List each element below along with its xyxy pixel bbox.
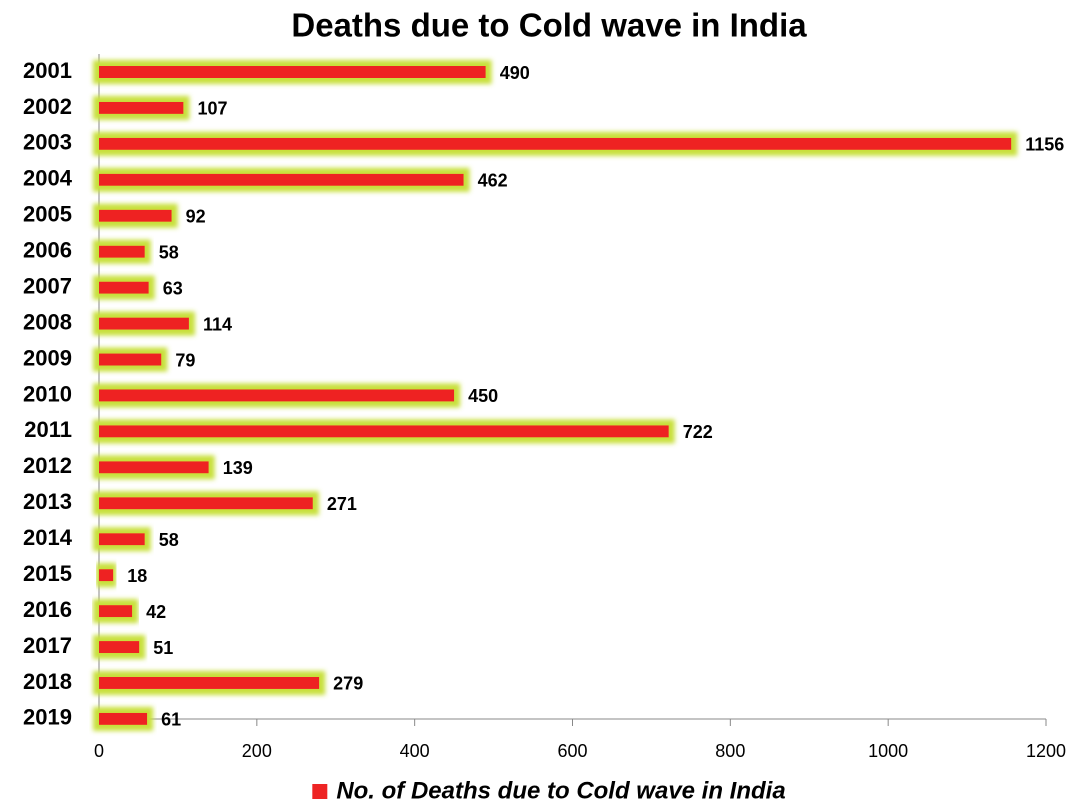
data-label: 63 <box>163 278 183 298</box>
bar <box>99 676 320 689</box>
chart-title: Deaths due to Cold wave in India <box>291 7 807 44</box>
y-tick-label: 2008 <box>23 309 72 334</box>
x-tick-label: 1000 <box>868 741 908 761</box>
data-label: 114 <box>203 314 232 334</box>
x-tick-label: 800 <box>715 741 745 761</box>
y-tick-label: 2004 <box>23 166 73 191</box>
x-tick-label: 200 <box>242 741 272 761</box>
data-label: 42 <box>146 602 166 622</box>
data-label: 107 <box>197 99 227 119</box>
data-label: 79 <box>175 350 195 370</box>
y-tick-label: 2010 <box>23 381 72 406</box>
bar <box>99 641 140 654</box>
y-tick-label: 2019 <box>23 705 72 730</box>
y-tick-label: 2018 <box>23 669 72 694</box>
bar <box>99 569 114 582</box>
data-label: 279 <box>333 674 363 694</box>
data-label: 61 <box>161 710 181 730</box>
bar <box>99 389 455 402</box>
data-label: 722 <box>683 422 713 442</box>
bar <box>99 281 149 294</box>
y-tick-label: 2007 <box>23 273 72 298</box>
x-tick-label: 1200 <box>1026 741 1066 761</box>
bar <box>99 173 464 186</box>
data-label: 450 <box>468 386 498 406</box>
bar <box>99 605 133 618</box>
data-label: 1156 <box>1025 135 1064 155</box>
bar <box>99 712 148 725</box>
y-tick-label: 2015 <box>23 561 72 586</box>
data-label: 490 <box>500 63 530 83</box>
bar <box>99 353 162 366</box>
data-label: 462 <box>478 171 508 191</box>
bar <box>99 497 313 510</box>
bar <box>99 425 669 438</box>
y-tick-label: 2013 <box>23 489 72 514</box>
x-tick-label: 0 <box>94 741 104 761</box>
y-tick-label: 2005 <box>23 202 72 227</box>
x-tick-label: 600 <box>557 741 587 761</box>
bar <box>99 209 172 222</box>
data-label: 58 <box>159 242 179 262</box>
bar <box>99 461 209 474</box>
data-label: 18 <box>127 566 147 586</box>
data-label: 92 <box>186 207 206 227</box>
y-tick-label: 2003 <box>23 130 72 155</box>
y-tick-label: 2002 <box>23 94 72 119</box>
y-tick-label: 2009 <box>23 345 72 370</box>
legend: No. of Deaths due to Cold wave in India <box>312 777 786 804</box>
bar <box>99 101 184 114</box>
bar <box>99 533 145 546</box>
data-label: 51 <box>153 638 173 658</box>
legend-label: No. of Deaths due to Cold wave in India <box>336 777 785 804</box>
bar <box>99 137 1012 150</box>
y-tick-label: 2012 <box>23 453 72 478</box>
bar <box>99 317 189 330</box>
data-label: 271 <box>327 494 357 514</box>
y-tick-label: 2017 <box>23 633 72 658</box>
data-label: 58 <box>159 530 179 550</box>
y-tick-label: 2001 <box>23 58 72 83</box>
y-tick-label: 2014 <box>23 525 73 550</box>
legend-swatch <box>312 784 328 799</box>
bar <box>99 245 145 258</box>
y-tick-label: 2016 <box>23 597 72 622</box>
bar <box>99 66 486 78</box>
y-tick-label: 2011 <box>24 417 72 442</box>
y-tick-label: 2006 <box>23 238 72 263</box>
data-label: 139 <box>223 458 253 478</box>
x-tick-label: 400 <box>400 741 430 761</box>
